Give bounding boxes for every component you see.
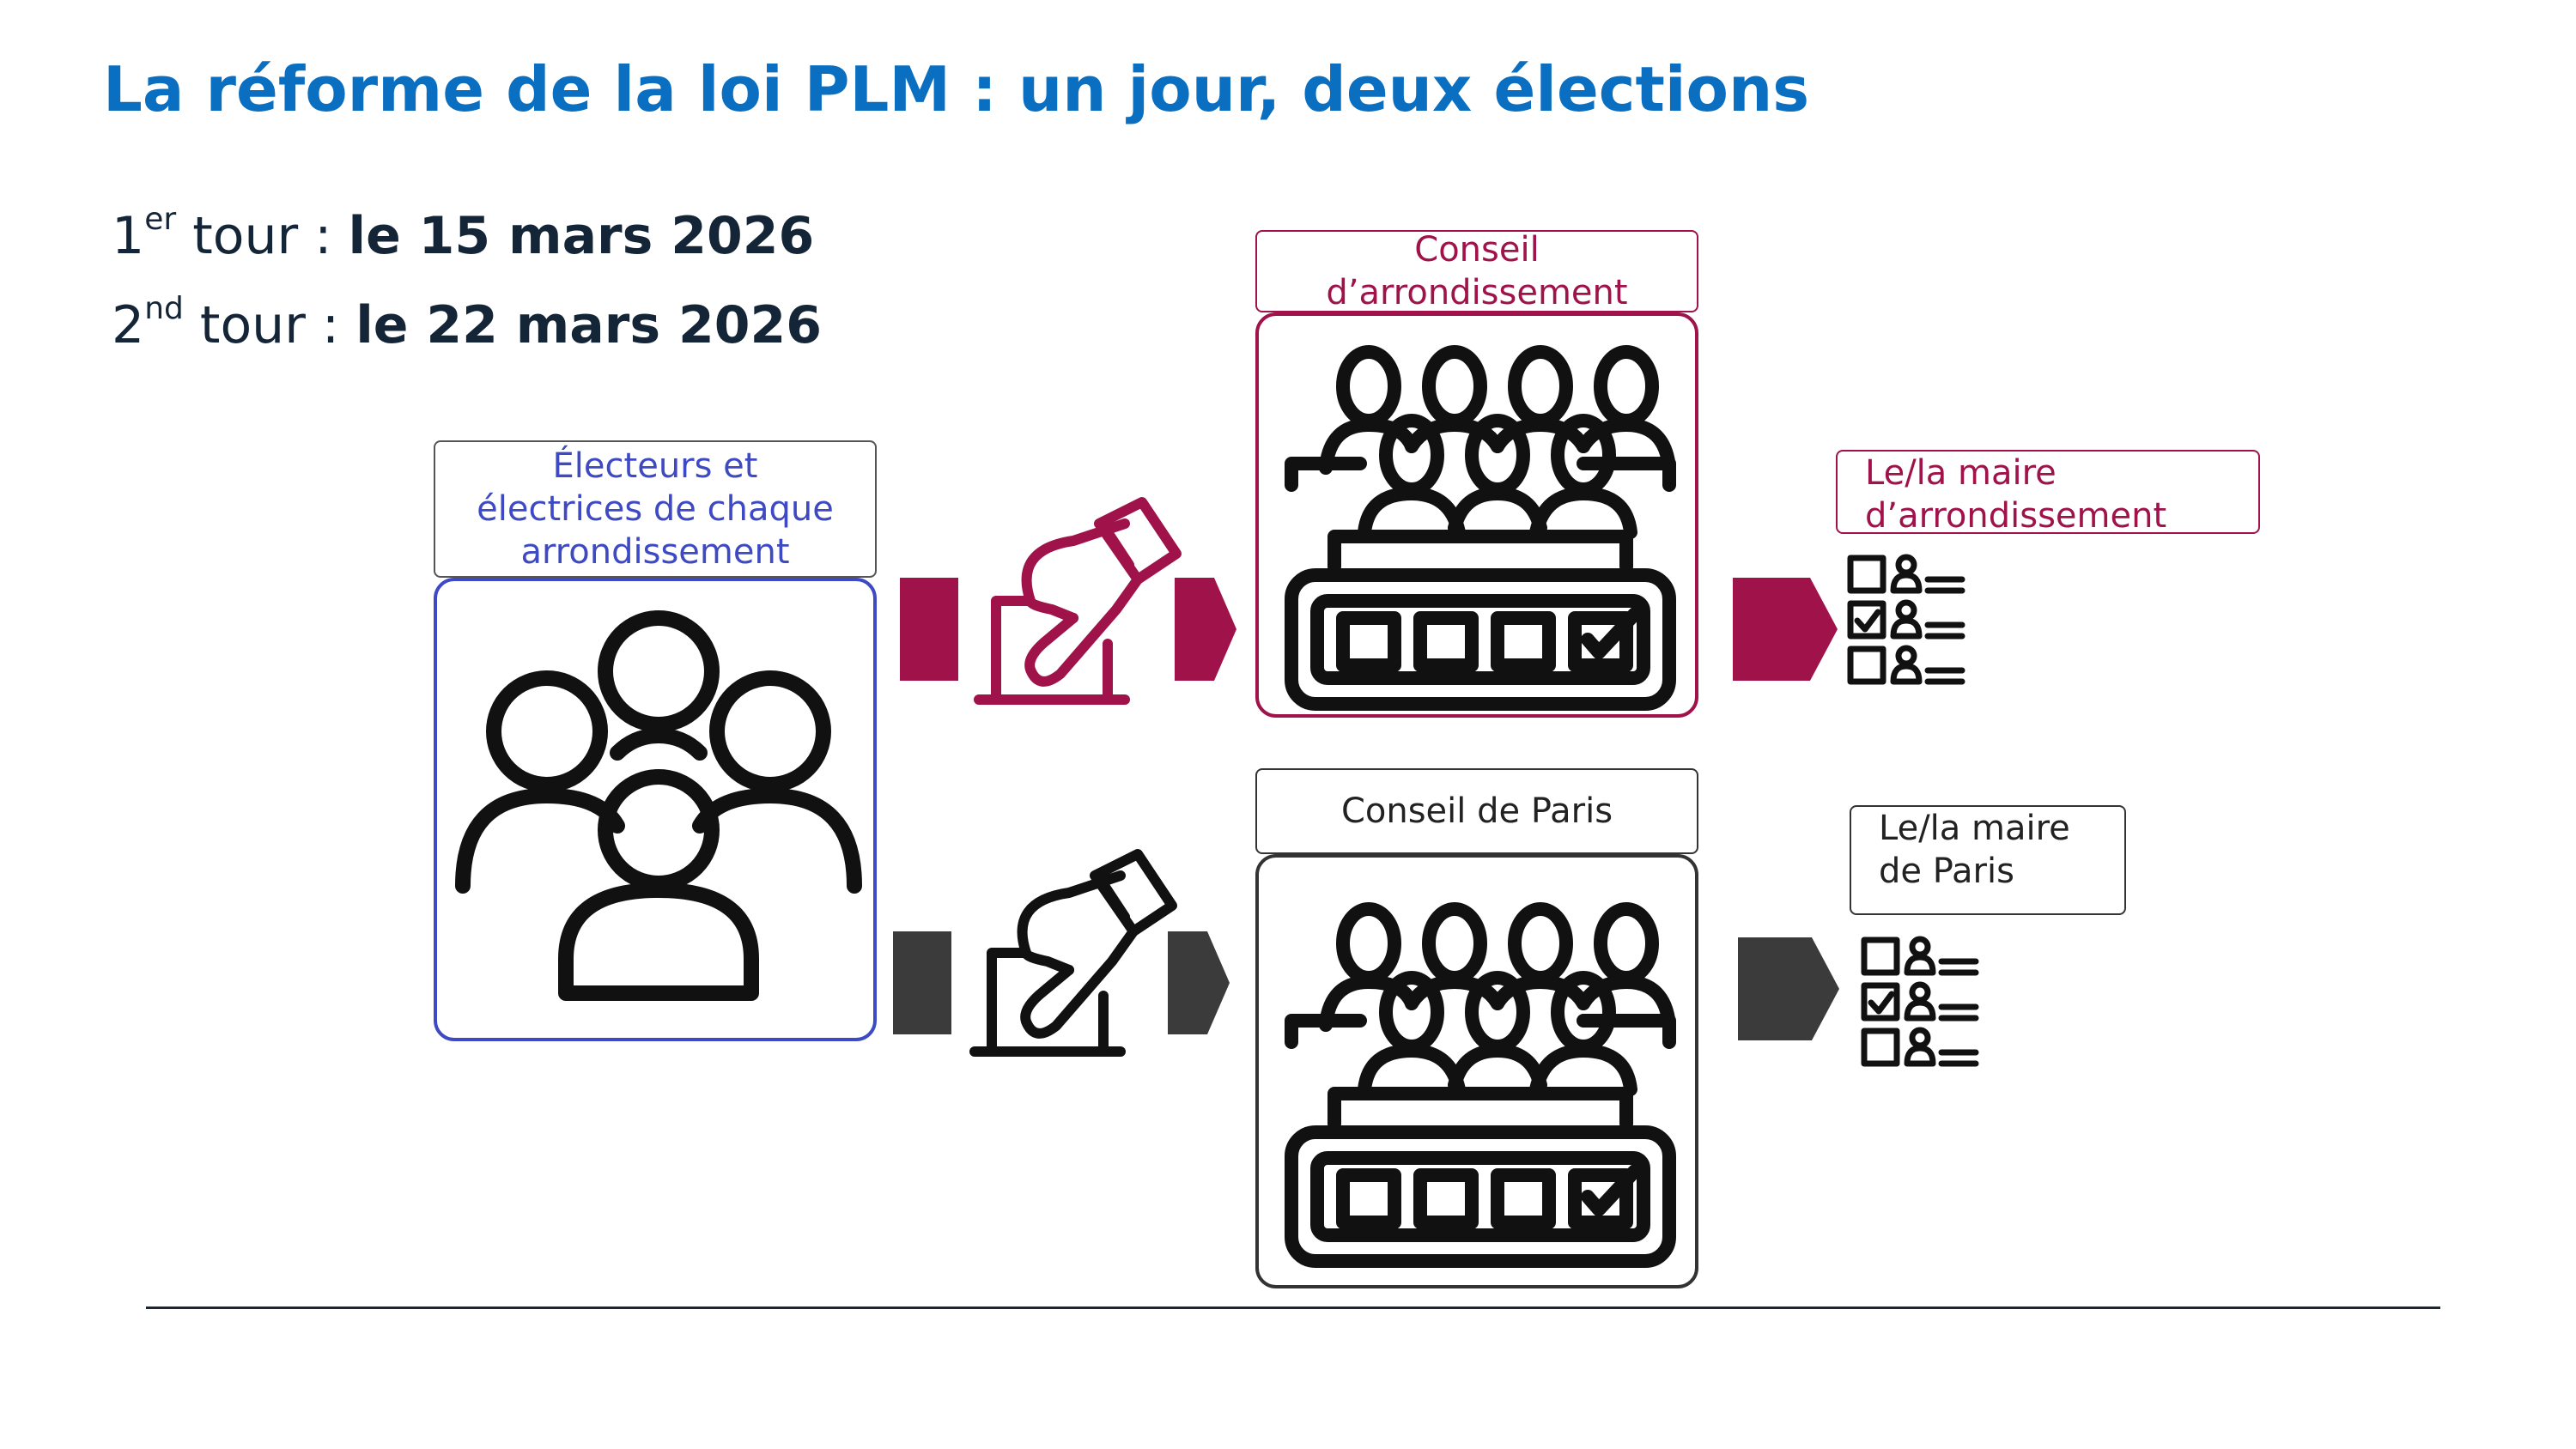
arrondissement-arrow-end (1733, 578, 1838, 681)
voters-label-line: Électeurs et (552, 446, 758, 486)
mayor-label-line: Le/la maire (1879, 809, 2070, 848)
council-assembly-icon (1274, 335, 1686, 712)
mayor-label-line: d’arrondissement (1865, 496, 2167, 536)
voters-box (434, 578, 877, 1041)
council-label-line: d’arrondissement (1326, 273, 1628, 312)
ballot-box-icon (979, 498, 1185, 704)
mayor-label-line: de Paris (1879, 852, 2014, 891)
conseil-arrondissement-label: Conseil d’arrondissement (1255, 230, 1698, 312)
second-round-date: 2nd tour : le 22 mars 2026 (112, 294, 822, 356)
first-round-date: 1er tour : le 15 mars 2026 (112, 204, 815, 267)
conseil-paris-box (1255, 854, 1698, 1288)
paris-arrow-start (893, 931, 951, 1034)
voters-label: Électeurs et électrices de chaque arrond… (434, 440, 877, 578)
round-number: 2 (112, 295, 145, 355)
voters-label-line: électrices de chaque (477, 489, 834, 529)
round-date: le 15 mars 2026 (348, 206, 815, 266)
round-number: 1 (112, 206, 145, 266)
round-ordinal: er (144, 202, 177, 237)
bottom-divider (146, 1307, 2440, 1309)
council-assembly-icon (1274, 892, 1686, 1270)
conseil-arrondissement-box (1255, 312, 1698, 718)
council-label-line: Conseil (1414, 230, 1540, 270)
candidate-checklist-icon (1860, 936, 1989, 1073)
arrondissement-arrow-start (900, 578, 958, 681)
mayor-label-line: Le/la maire (1865, 453, 2057, 493)
paris-arrow-end (1738, 937, 1839, 1040)
conseil-paris-label: Conseil de Paris (1255, 768, 1698, 854)
page-title: La réforme de la loi PLM : un jour, deux… (103, 53, 1810, 125)
round-word: tour : (176, 206, 349, 266)
paris-arrow-mid (1168, 931, 1230, 1034)
maire-arrondissement-label: Le/la maire d’arrondissement (1836, 450, 2260, 536)
round-word: tour : (183, 295, 356, 355)
voters-label-line: arrondissement (520, 532, 790, 572)
round-ordinal: nd (144, 291, 184, 326)
maire-paris-label: Le/la maire de Paris (1850, 805, 2126, 915)
arrondissement-arrow-mid (1175, 578, 1236, 681)
candidate-checklist-icon (1846, 554, 1975, 691)
round-date: le 22 mars 2026 (355, 295, 822, 355)
group-of-people-icon (455, 610, 862, 1001)
ballot-box-icon (975, 850, 1181, 1056)
